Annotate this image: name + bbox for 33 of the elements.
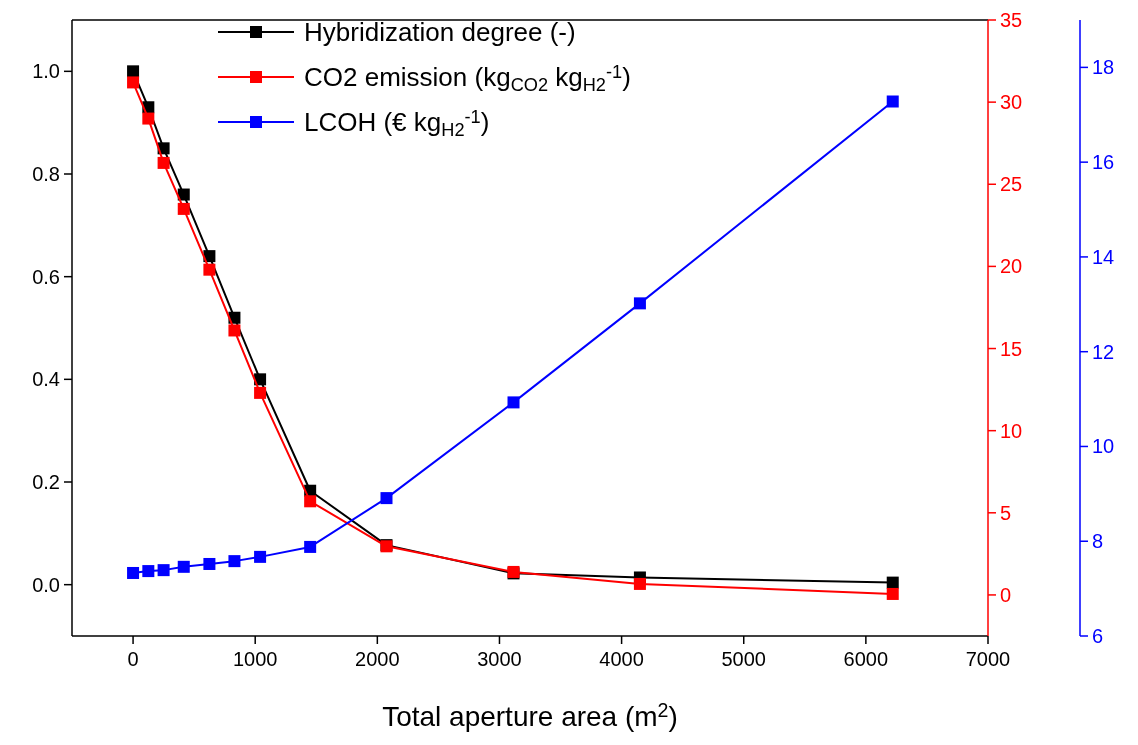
y2-tick-label: 30 <box>1000 91 1023 114</box>
y2-tick-label: 25 <box>1000 173 1023 196</box>
y3-tick-label: 12 <box>1092 340 1115 363</box>
y3-tick-label: 6 <box>1092 625 1104 647</box>
x-tick-label: 2000 <box>355 648 400 670</box>
y3-tick-label: 18 <box>1092 56 1115 79</box>
y2-tick-label: 20 <box>1000 255 1023 278</box>
y2-tick-label: 5 <box>1000 501 1012 524</box>
x-tick-label: 6000 <box>843 648 889 670</box>
y2-tick-label: 0 <box>1000 583 1012 606</box>
y-tick-label: 0.4 <box>32 368 60 391</box>
x-tick-label: 4000 <box>599 648 644 670</box>
y-tick-label: 1.0 <box>32 60 60 83</box>
y-tick-label: 0.6 <box>32 265 60 288</box>
x-tick-label: 1000 <box>232 648 278 670</box>
legend-label: Hybridization degree (-) <box>304 17 576 47</box>
y3-tick-label: 10 <box>1092 435 1115 458</box>
y2-tick-label: 15 <box>1000 337 1023 360</box>
x-tick-label: 7000 <box>965 648 1011 670</box>
y2-tick-label: 10 <box>1000 419 1023 442</box>
y3-tick-label: 8 <box>1092 530 1104 553</box>
x-axis-title: Total aperture area (m$^{2}$) <box>382 699 678 732</box>
legend-label: LCOH (€ kg$_{H2}$$^{-1}$) <box>304 106 490 140</box>
y-tick-label: 0.2 <box>32 471 60 493</box>
x-tick-label: 0 <box>127 648 139 670</box>
x-tick-label: 5000 <box>721 648 766 670</box>
y2-tick-label: 35 <box>1000 9 1023 31</box>
y-tick-label: 0.8 <box>32 163 60 185</box>
y3-tick-label: 14 <box>1092 245 1115 268</box>
x-tick-label: 3000 <box>477 648 522 670</box>
legend-label: CO2 emission (kg$_{CO2}$ kg$_{H2}$$^{-1}$) <box>304 61 631 95</box>
y-tick-label: 0.0 <box>32 573 60 596</box>
y3-tick-label: 16 <box>1092 151 1115 174</box>
